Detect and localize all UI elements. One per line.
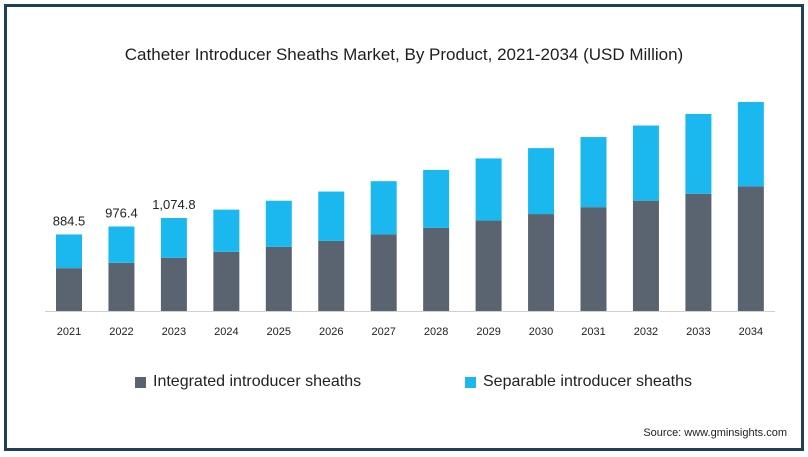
x-tick-label-2032: 2032 [634, 326, 658, 338]
x-tick-label-2024: 2024 [214, 326, 238, 338]
legend-swatch-integrated [135, 376, 146, 388]
chart-plot-area: 884.5 2021 976.4 2022 1,074.8 2023 2024 2025 202… [45, 102, 775, 338]
x-tick-label-2033: 2033 [686, 326, 710, 338]
chart-title: Catheter Introducer Sheaths Market, By P… [124, 45, 684, 64]
bar-separable-2024 [213, 209, 240, 252]
bar-separable-2028 [423, 169, 450, 228]
source-note: Source: www.gminsights.com [643, 427, 787, 439]
legend-label-integrated: Integrated introducer sheaths [153, 373, 362, 390]
bar-integrated-2030 [528, 214, 555, 311]
bar-integrated-2033 [685, 193, 712, 311]
bar-integrated-2025 [265, 246, 292, 311]
data-label-2022: 976.4 [105, 205, 138, 220]
x-tick-label-2029: 2029 [476, 326, 500, 338]
bar-separable-2021 [56, 234, 82, 269]
legend-item-separable: Separable introducer sheaths [465, 373, 692, 391]
bar-separable-2022 [108, 226, 135, 263]
bar-integrated-2027 [370, 234, 397, 311]
bar-separable-2023 [160, 217, 187, 258]
bar-integrated-2026 [318, 240, 345, 311]
chart-frame: Catheter Introducer Sheaths Market, By P… [4, 4, 804, 451]
bar-integrated-2023 [160, 257, 187, 311]
bar-separable-2033 [685, 113, 712, 194]
bar-integrated-2024 [213, 251, 240, 311]
bar-integrated-2034 [737, 186, 764, 311]
x-tick-label-2026: 2026 [319, 326, 343, 338]
x-tick-label-2021: 2021 [57, 326, 81, 338]
x-tick-label-2031: 2031 [581, 326, 605, 338]
legend-label-separable: Separable introducer sheaths [483, 373, 693, 390]
x-tick-label-2034: 2034 [739, 326, 763, 338]
x-tick-label-2028: 2028 [424, 326, 448, 338]
x-tick-label-2022: 2022 [109, 326, 133, 338]
x-tick-label-2025: 2025 [267, 326, 291, 338]
bar-integrated-2029 [475, 220, 502, 311]
bar-separable-2027 [370, 181, 397, 235]
bar-separable-2029 [475, 158, 502, 221]
bar-separable-2032 [632, 125, 659, 201]
bar-integrated-2021 [56, 268, 82, 311]
x-tick-label-2023: 2023 [162, 326, 186, 338]
x-tick-label-2030: 2030 [529, 326, 553, 338]
bar-separable-2030 [528, 148, 555, 215]
data-label-2021: 884.5 [53, 213, 86, 228]
bar-integrated-2032 [632, 200, 659, 311]
legend-swatch-separable [465, 376, 476, 388]
bar-separable-2025 [265, 200, 292, 247]
chart-legend: Integrated introducer sheaths Separable … [7, 373, 801, 395]
bar-integrated-2022 [108, 262, 135, 311]
bar-separable-2031 [580, 137, 607, 208]
x-tick-label-2027: 2027 [371, 326, 395, 338]
bar-integrated-2028 [423, 227, 450, 311]
bar-separable-2026 [318, 191, 345, 241]
bar-separable-2034 [737, 102, 764, 187]
legend-item-integrated: Integrated introducer sheaths [135, 373, 361, 391]
bar-integrated-2031 [580, 207, 607, 311]
data-label-2023: 1,074.8 [152, 197, 195, 212]
